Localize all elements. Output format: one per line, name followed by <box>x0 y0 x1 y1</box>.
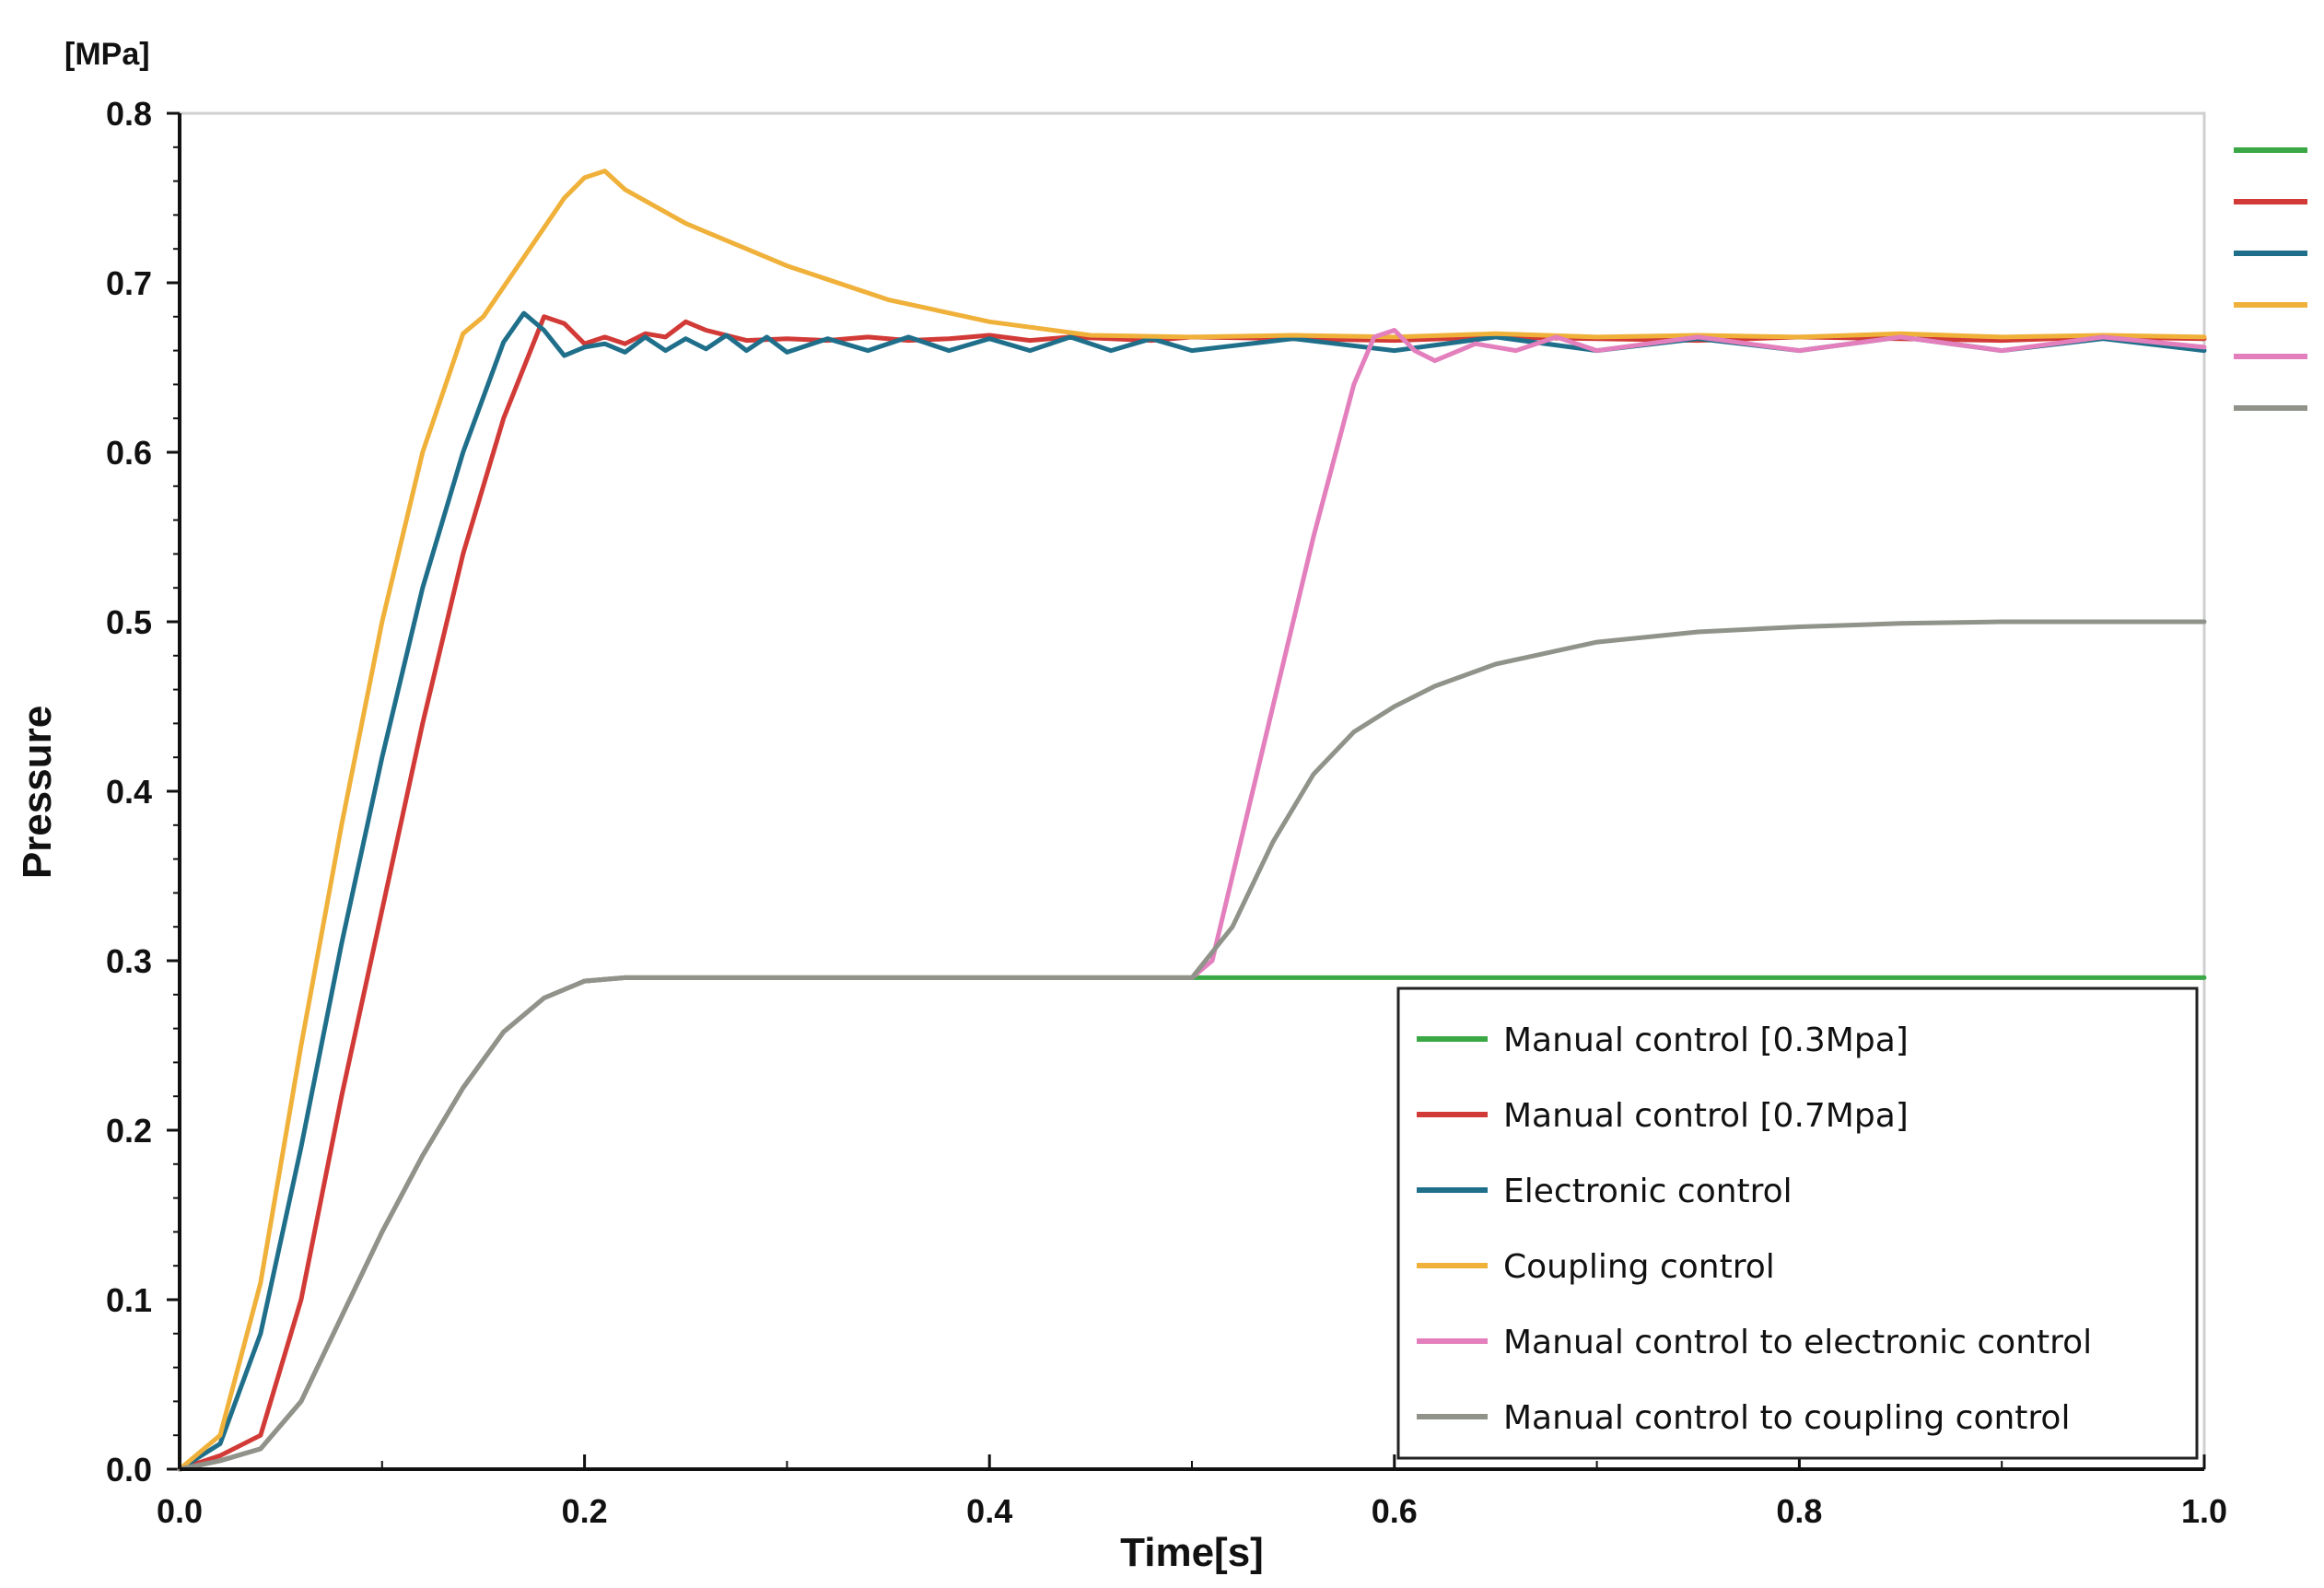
series-line-2 <box>177 314 2207 1472</box>
legend-label: Manual control to electronic control <box>1503 1324 2092 1361</box>
legend-item: Electronic control <box>1417 1173 1793 1210</box>
y-tick-label: 0.2 <box>106 1112 152 1150</box>
legend-label: Manual control [0.7Mpa] <box>1503 1097 1909 1135</box>
y-tick-label: 0.7 <box>106 264 152 302</box>
legend-item: Manual control to coupling control <box>1417 1399 2070 1437</box>
legend-item: Coupling control <box>1417 1248 1775 1286</box>
y-tick-label: 0.1 <box>106 1281 152 1319</box>
y-tick-label: 0.8 <box>106 95 152 133</box>
x-tick-label: 0.0 <box>157 1492 203 1530</box>
x-tick-label: 1.0 <box>2181 1492 2227 1530</box>
legend-label: Manual control to coupling control <box>1503 1399 2070 1437</box>
legend-item: Manual control [0.7Mpa] <box>1417 1097 1909 1135</box>
x-tick-label: 0.6 <box>1372 1492 1418 1530</box>
x-tick-label: 0.2 <box>562 1492 608 1530</box>
legend-label: Coupling control <box>1503 1248 1775 1286</box>
series-line-4 <box>177 169 2207 1472</box>
right-color-key <box>2234 147 2307 411</box>
legend: Manual control [0.3Mpa] Manual control [0… <box>1396 987 2199 1460</box>
series-line-3 <box>177 310 2207 1472</box>
x-tick-label: 0.4 <box>966 1492 1012 1530</box>
unit-label: [MPa] <box>64 37 150 72</box>
legend-box <box>1396 987 2199 1460</box>
series-line-6 <box>177 619 2207 1472</box>
legend-item: Manual control [0.3Mpa] <box>1417 1022 1909 1059</box>
y-tick-label: 0.5 <box>106 603 152 641</box>
y-axis-title: Pressure <box>15 706 60 879</box>
legend-label: Manual control [0.3Mpa] <box>1503 1022 1909 1059</box>
legend-label: Electronic control <box>1503 1173 1793 1210</box>
y-tick-label: 0.0 <box>106 1451 152 1489</box>
y-tick-label: 0.3 <box>106 942 152 980</box>
legend-item: Manual control to electronic control <box>1417 1324 2092 1361</box>
x-tick-label: 0.8 <box>1776 1492 1822 1530</box>
x-axis-title: Time[s] <box>1120 1530 1264 1575</box>
y-tick-label: 0.4 <box>106 773 152 811</box>
y-tick-label: 0.6 <box>106 434 152 472</box>
